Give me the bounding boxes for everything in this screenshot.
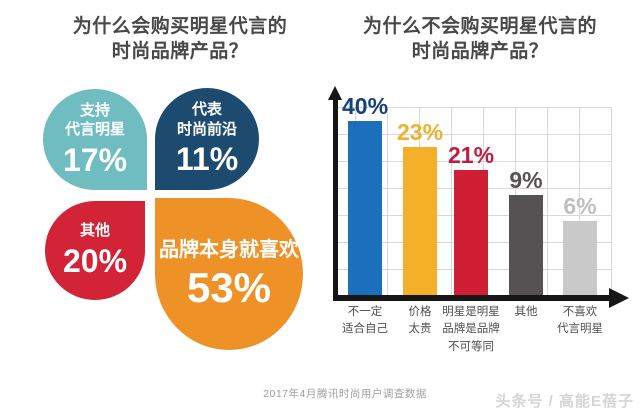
petal-support-endorsing-star: 支持 代言明星 17% [43, 89, 147, 190]
bar-rect [348, 121, 382, 295]
bar-category-line: 不喜欢 [562, 306, 598, 318]
bar-category-label: 不喜欢 代言明星 [535, 304, 625, 339]
bar-value-label: 23% [396, 119, 444, 145]
petal-label: 代表 时尚前沿 [177, 101, 237, 140]
bar-value-label: 6% [563, 193, 597, 219]
bar-category-line: 价格 [408, 306, 432, 318]
petal-label-line: 时尚前沿 [176, 121, 237, 138]
bar-rect [403, 147, 437, 295]
bar-value-label: 21% [447, 142, 495, 168]
petal-value: 53% [186, 264, 272, 312]
petal-label: 品牌本身就喜欢 [159, 237, 299, 263]
bar-category-line: 代言明星 [557, 323, 603, 336]
petal-label-line: 代言明星 [64, 122, 125, 139]
source-caption: 2017年4月腾讯时尚用户调查数据 [263, 388, 427, 400]
bar-rect [454, 170, 488, 295]
bar-category-line: 太贵 [408, 323, 432, 336]
bar-group-star-not-brand: 21% [448, 95, 494, 295]
bar-category-line: 适合自己 [342, 323, 388, 336]
petal-label-line: 代表 [191, 102, 222, 119]
y-axis-arrow-icon [328, 86, 342, 100]
bar-category-line: 明星是明星 [442, 306, 500, 318]
watermark: 头条号 / 高能E蓓子 [495, 393, 634, 410]
petal-label-line: 支持 [79, 102, 110, 119]
bar-category-line: 其他 [514, 306, 538, 318]
bar-category-line: 不一定 [347, 306, 383, 318]
petal-label: 支持 代言明星 [65, 102, 125, 141]
bar-category-label: 明星是明星 品牌是品牌 不可等同 [426, 304, 516, 356]
bar-category-line: 不可等同 [448, 340, 494, 353]
petal-value: 11% [175, 141, 239, 178]
bar-category-label: 其他 [481, 304, 571, 321]
petal-label-line: 品牌本身就喜欢 [159, 239, 299, 262]
bar-category-label: 不一定 适合自己 [320, 304, 410, 339]
x-axis [333, 295, 611, 301]
right-chart-title-line1: 为什么不会购买明星代言的 [362, 16, 597, 37]
right-chart-title: 为什么不会购买明星代言的 时尚品牌产品？ [322, 15, 638, 64]
bar-rect [509, 195, 543, 295]
bar-group-other: 9% [509, 95, 543, 295]
petal-other: 其他 20% [45, 201, 145, 300]
bar-rect [563, 221, 597, 295]
petal-brand-love: 品牌本身就喜欢 53% [155, 198, 303, 350]
right-chart-title-line2: 时尚品牌产品？ [411, 40, 549, 62]
x-axis-arrow-icon [609, 288, 629, 308]
bar-category-label: 价格 太贵 [375, 304, 465, 339]
petal-value: 17% [62, 141, 128, 178]
bar-value-label: 9% [509, 167, 543, 193]
left-chart-title-line1: 为什么会购买明星代言的 [72, 16, 288, 37]
petal-value: 20% [62, 242, 128, 279]
y-axis [333, 99, 338, 295]
bar-group-dislike-star: 6% [563, 95, 597, 295]
petal-label-line: 其他 [79, 223, 110, 240]
bar-value-label: 40% [341, 93, 389, 119]
left-chart-title: 为什么会购买明星代言的 时尚品牌产品？ [18, 15, 342, 64]
petal-fashion-forward: 代表 时尚前沿 11% [155, 88, 259, 190]
petal-label: 其他 [80, 222, 110, 242]
left-chart-title-line2: 时尚品牌产品？ [111, 40, 249, 62]
bar-group-not-suitable: 40% [342, 95, 388, 295]
bar-category-line: 品牌是品牌 [442, 323, 500, 336]
bar-group-too-expensive: 23% [397, 95, 443, 295]
